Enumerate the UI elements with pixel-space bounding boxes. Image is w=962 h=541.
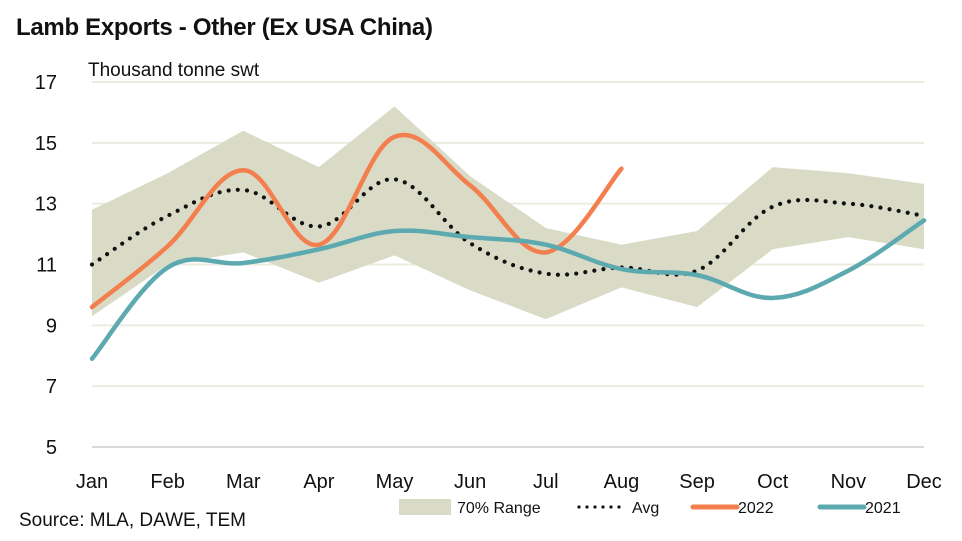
x-tick-label: Feb (150, 471, 184, 493)
x-tick-label: Jul (533, 471, 559, 493)
y-tick-label: 13 (35, 194, 57, 216)
y-tick-label: 7 (46, 376, 57, 398)
y-tick-label: 5 (46, 437, 57, 459)
range-area (92, 106, 924, 320)
chart-title: Lamb Exports - Other (Ex USA China) (16, 14, 433, 41)
x-tick-label: Jun (454, 471, 486, 493)
source-note: Source: MLA, DAWE, TEM (19, 510, 246, 531)
legend: 70% Range Avg 2022 2021 (399, 499, 901, 517)
x-tick-label: Apr (303, 471, 334, 493)
legend-range-label: 70% Range (457, 500, 541, 517)
y-tick-label: 11 (36, 255, 57, 277)
y-tick-label: 15 (35, 133, 57, 155)
series-2021-line (89, 218, 927, 362)
legend-2021-label: 2021 (865, 500, 901, 517)
x-tick-label: Oct (757, 471, 789, 493)
y-tick-label: 9 (46, 315, 57, 337)
x-tick-label: Mar (226, 471, 261, 493)
legend-2022-label: 2022 (738, 500, 774, 517)
x-tick-label: Sep (679, 471, 715, 493)
legend-avg-label: Avg (632, 500, 659, 517)
series-2022-line (89, 132, 624, 310)
x-tick-label: May (376, 471, 414, 493)
y-axis-ticks: 5 7 9 11 13 15 17 (35, 72, 57, 459)
y-axis-label: Thousand tonne swt (88, 60, 260, 81)
avg-line (89, 177, 927, 277)
legend-range-swatch (399, 499, 451, 515)
x-axis-ticks: Jan Feb Mar Apr May Jun Jul Aug Sep Oct Nov Dec (76, 471, 942, 493)
x-tick-label: Nov (831, 471, 867, 493)
y-tick-label: 17 (35, 72, 57, 94)
x-tick-label: Dec (906, 471, 942, 493)
x-tick-label: Aug (604, 471, 640, 493)
x-tick-label: Jan (76, 471, 108, 493)
